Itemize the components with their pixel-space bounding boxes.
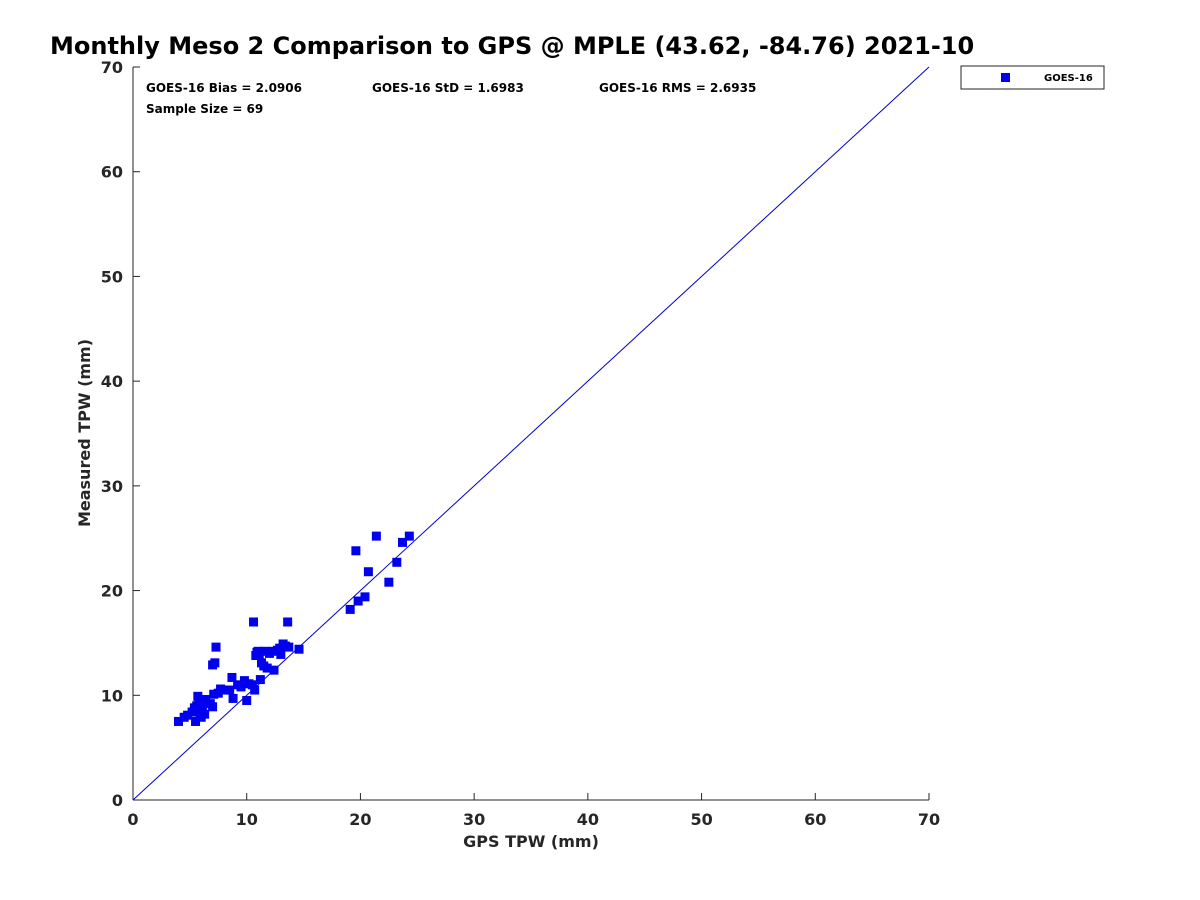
data-point [242, 696, 252, 706]
data-point [225, 685, 235, 695]
y-ticks: 0 10 20 30 40 50 60 70 [101, 58, 140, 810]
data-point [194, 697, 204, 707]
data-point [193, 691, 203, 701]
data-point [345, 604, 355, 614]
data-point [283, 617, 293, 627]
x-tick-label: 40 [577, 810, 599, 829]
x-tick-label: 20 [349, 810, 371, 829]
legend: GOES-16 [960, 65, 1105, 90]
data-point [173, 716, 183, 726]
y-tick-label: 20 [101, 582, 123, 601]
data-point [276, 649, 286, 659]
data-point [183, 710, 193, 720]
x-tick-label: 10 [236, 810, 258, 829]
data-point [268, 646, 278, 656]
y-tick-label: 50 [101, 267, 123, 286]
data-point [294, 644, 304, 654]
data-point [220, 685, 230, 695]
stat-bias: GOES-16 Bias = 2.0906 [146, 81, 302, 95]
data-point [216, 684, 226, 694]
stat-sample-size: Sample Size = 69 [146, 102, 263, 116]
data-point [360, 592, 370, 602]
legend-label-goes16: GOES-16 [1044, 73, 1093, 84]
x-tick-label: 30 [463, 810, 485, 829]
x-axis-label: GPS TPW (mm) [463, 832, 599, 851]
data-point [351, 546, 361, 556]
chart-title: Monthly Meso 2 Comparison to GPS @ MPLE … [50, 32, 974, 60]
legend-marker-square [1001, 73, 1010, 82]
data-point [392, 557, 402, 567]
data-point [404, 531, 414, 541]
data-point [239, 676, 249, 686]
data-point [247, 680, 257, 690]
data-point [255, 675, 265, 685]
data-point [209, 689, 219, 699]
y-tick-label: 70 [101, 58, 123, 77]
y-tick-label: 40 [101, 372, 123, 391]
data-point [211, 642, 221, 652]
data-point [363, 567, 373, 577]
y-tick-label: 10 [101, 686, 123, 705]
data-points [173, 531, 414, 726]
data-point [254, 649, 264, 659]
y-axis-label: Measured TPW (mm) [75, 339, 94, 527]
x-tick-label: 70 [918, 810, 940, 829]
data-point [191, 716, 201, 726]
data-point [262, 663, 272, 673]
legend-box [960, 65, 1105, 90]
data-point [197, 704, 207, 714]
one-to-one-line [132, 66, 930, 801]
stat-rms: GOES-16 RMS = 2.6935 [599, 81, 756, 95]
stat-std: GOES-16 StD = 1.6983 [372, 81, 524, 95]
data-point [260, 646, 270, 656]
data-point [208, 702, 218, 712]
data-point [210, 658, 220, 668]
data-point [284, 642, 294, 652]
x-tick-label: 60 [804, 810, 826, 829]
data-point [384, 577, 394, 587]
plot-area: 0 10 20 30 40 50 60 70 0 10 20 30 40 50 60 70 [101, 58, 940, 829]
data-point [353, 596, 363, 606]
data-point [227, 672, 237, 682]
data-point [236, 682, 246, 692]
x-tick-label: 0 [127, 810, 138, 829]
x-ticks: 0 10 20 30 40 50 60 70 [127, 793, 940, 829]
data-point [228, 693, 238, 703]
x-tick-label: 50 [690, 810, 712, 829]
data-point [371, 531, 381, 541]
y-tick-label: 60 [101, 163, 123, 182]
data-point [200, 709, 210, 719]
y-tick-label: 30 [101, 477, 123, 496]
data-point [269, 665, 279, 675]
data-point [250, 685, 260, 695]
y-tick-label: 0 [112, 791, 123, 810]
data-point [201, 694, 211, 704]
data-point [398, 537, 408, 547]
data-point [249, 617, 259, 627]
